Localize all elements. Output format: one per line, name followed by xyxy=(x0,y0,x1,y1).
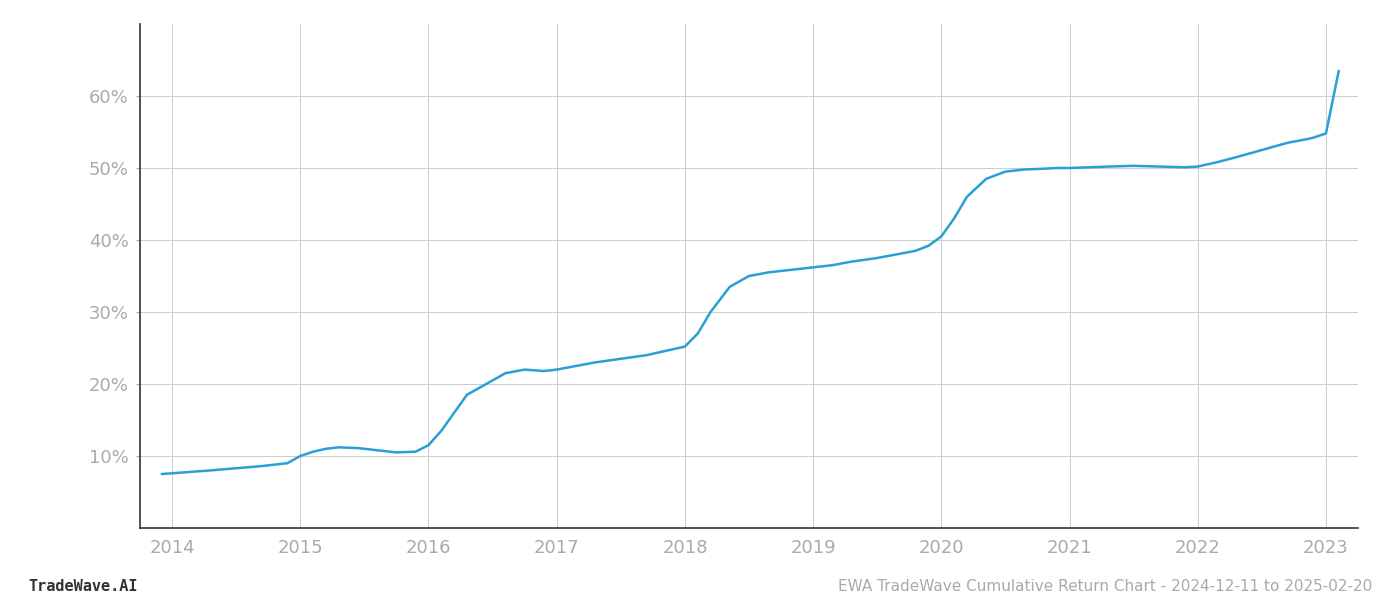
Text: TradeWave.AI: TradeWave.AI xyxy=(28,579,137,594)
Text: EWA TradeWave Cumulative Return Chart - 2024-12-11 to 2025-02-20: EWA TradeWave Cumulative Return Chart - … xyxy=(837,579,1372,594)
